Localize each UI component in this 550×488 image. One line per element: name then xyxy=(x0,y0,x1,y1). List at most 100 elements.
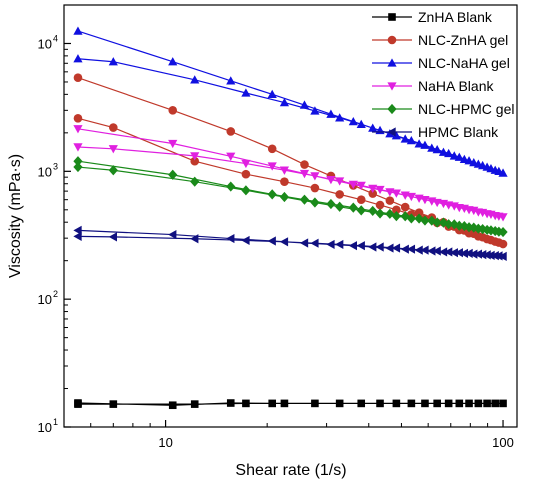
data-point xyxy=(449,219,459,230)
data-point xyxy=(279,237,289,247)
data-point xyxy=(168,139,178,149)
data-point xyxy=(375,208,385,219)
data-point xyxy=(483,399,491,408)
data-point xyxy=(482,210,492,219)
legend-item: NLC-ZnHA gel xyxy=(372,32,508,48)
data-point xyxy=(400,134,410,143)
data-point xyxy=(168,106,178,115)
legend-marker xyxy=(387,58,397,67)
data-point xyxy=(108,165,118,176)
data-point xyxy=(356,181,366,191)
data-point xyxy=(432,198,442,208)
data-point xyxy=(356,205,366,216)
data-point xyxy=(299,238,309,248)
legend-marker xyxy=(387,103,397,115)
data-point xyxy=(357,399,366,408)
data-point xyxy=(368,184,378,194)
data-point xyxy=(73,161,83,173)
data-point xyxy=(356,119,366,129)
data-point xyxy=(280,399,289,408)
data-point xyxy=(464,248,473,259)
data-point xyxy=(73,156,83,167)
data-point xyxy=(444,219,454,230)
data-point xyxy=(241,159,251,169)
x-tick-label: 100 xyxy=(492,435,514,450)
data-point xyxy=(280,177,289,186)
data-point xyxy=(335,177,345,186)
data-point xyxy=(433,399,441,408)
data-point xyxy=(459,248,469,259)
data-point xyxy=(190,176,200,187)
x-tick-label: 10 xyxy=(158,435,172,450)
data-point xyxy=(74,400,82,408)
legend: ZnHA Blank NLC-ZnHA gel NLC-NaHA gel NaHA B… xyxy=(372,9,514,140)
legend-marker xyxy=(387,82,397,91)
data-point xyxy=(392,399,401,408)
series-znha-blank xyxy=(74,399,507,410)
data-point xyxy=(421,399,429,408)
data-point xyxy=(108,232,117,242)
data-point xyxy=(385,196,395,205)
data-point xyxy=(464,228,474,238)
data-point xyxy=(454,248,463,258)
data-point xyxy=(226,181,236,192)
data-point xyxy=(473,208,483,217)
data-point xyxy=(498,213,508,222)
data-point xyxy=(444,148,454,158)
data-point xyxy=(335,201,345,212)
legend-marker xyxy=(388,13,396,21)
legend-label: ZnHA Blank xyxy=(418,9,493,25)
data-point xyxy=(406,213,416,224)
data-point xyxy=(356,241,365,251)
data-point xyxy=(444,247,453,257)
data-point xyxy=(108,57,118,66)
data-point xyxy=(427,246,436,256)
data-point xyxy=(482,224,492,236)
data-point xyxy=(449,248,458,258)
data-point xyxy=(427,215,437,226)
data-point xyxy=(311,399,319,408)
data-point xyxy=(498,251,507,262)
y-tick-label: 10 xyxy=(38,292,52,307)
legend-label: NLC-HPMC gel xyxy=(418,101,514,117)
data-point xyxy=(385,243,394,253)
series-line xyxy=(77,128,504,218)
data-point xyxy=(268,399,277,408)
y-tick-exponent: 4 xyxy=(53,33,58,43)
data-point xyxy=(482,162,492,171)
data-point xyxy=(109,123,118,132)
data-point xyxy=(73,225,82,236)
data-point xyxy=(454,152,464,161)
data-point xyxy=(368,205,378,217)
legend-marker xyxy=(387,127,396,137)
data-point xyxy=(226,152,236,161)
data-point xyxy=(190,75,200,84)
data-point xyxy=(326,198,336,210)
data-point xyxy=(400,211,410,222)
data-point xyxy=(267,236,276,246)
data-point xyxy=(406,135,416,145)
y-tick-label: 10 xyxy=(38,164,52,179)
data-point xyxy=(348,202,358,213)
data-point xyxy=(310,172,320,181)
data-point xyxy=(190,400,199,408)
data-point xyxy=(407,399,416,408)
data-point xyxy=(454,203,464,213)
data-point xyxy=(368,123,378,132)
data-point xyxy=(335,190,344,199)
data-point xyxy=(391,211,401,222)
data-point xyxy=(73,54,83,63)
data-point xyxy=(73,113,83,123)
data-point xyxy=(432,144,442,154)
data-point xyxy=(190,156,200,166)
data-point xyxy=(464,222,474,233)
series-line xyxy=(77,402,504,406)
data-point xyxy=(400,244,409,254)
y-axis-label: Viscosity (mPa·s) xyxy=(7,154,24,278)
data-point xyxy=(385,188,395,197)
data-point xyxy=(490,225,500,237)
data-point xyxy=(368,242,377,252)
data-point xyxy=(498,239,508,249)
plot-frame xyxy=(63,4,518,428)
